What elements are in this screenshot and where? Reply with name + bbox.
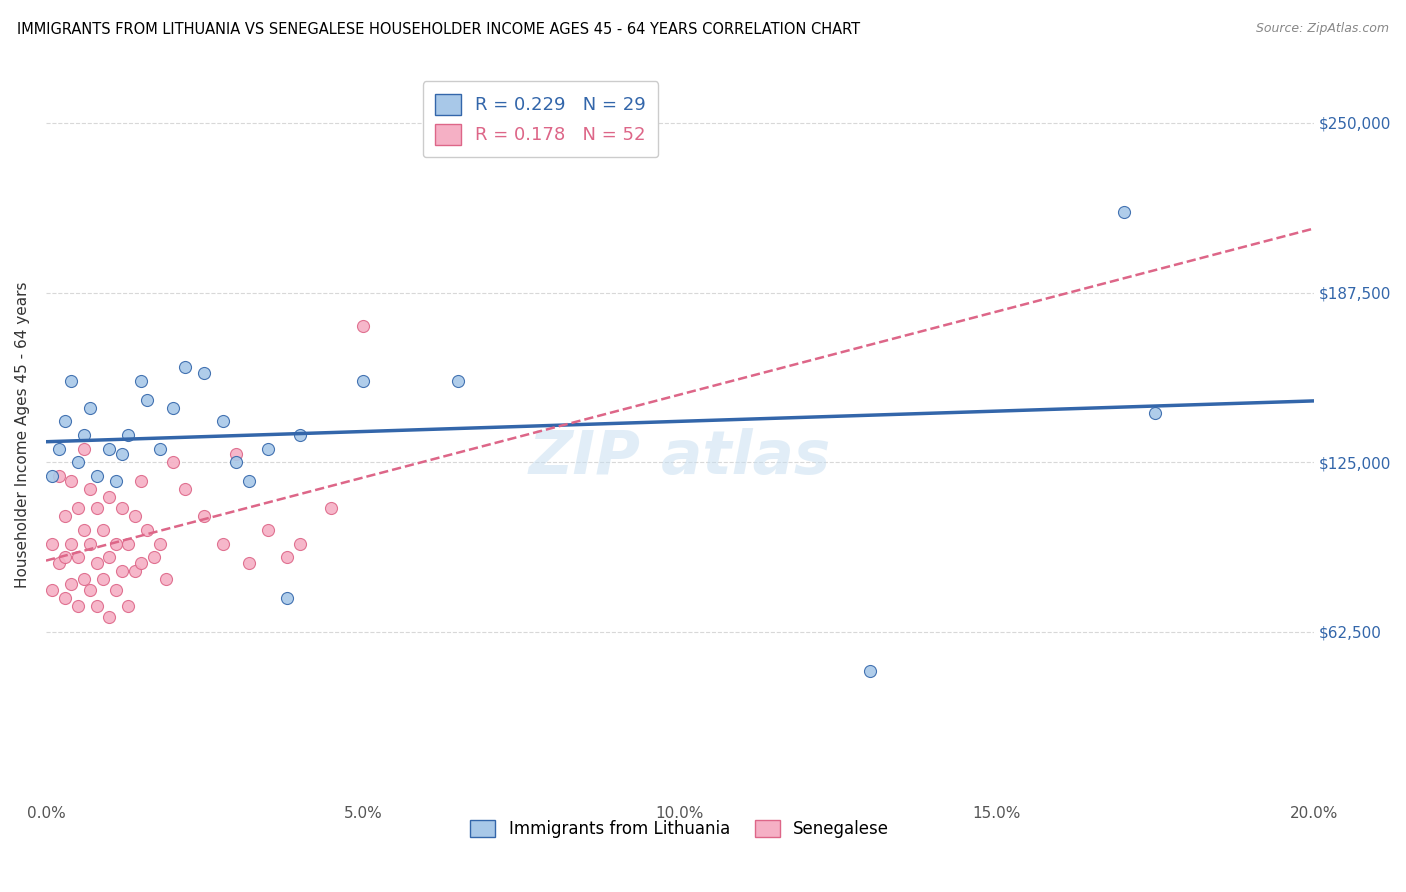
Point xyxy=(136,392,159,407)
Point xyxy=(1144,406,1167,420)
Point xyxy=(86,468,108,483)
Point xyxy=(66,599,89,613)
Point xyxy=(79,483,101,497)
Point xyxy=(53,415,76,429)
Point xyxy=(60,536,83,550)
Point xyxy=(129,556,152,570)
Point xyxy=(129,374,152,388)
Point xyxy=(53,550,76,565)
Point xyxy=(79,582,101,597)
Point xyxy=(256,442,278,456)
Point xyxy=(276,591,298,605)
Point xyxy=(174,360,197,375)
Point xyxy=(174,483,197,497)
Point xyxy=(98,442,121,456)
Point xyxy=(79,536,101,550)
Point xyxy=(212,415,235,429)
Point xyxy=(256,523,278,537)
Y-axis label: Householder Income Ages 45 - 64 years: Householder Income Ages 45 - 64 years xyxy=(15,282,30,589)
Point xyxy=(276,550,298,565)
Point xyxy=(111,564,134,578)
Point xyxy=(60,374,83,388)
Point xyxy=(193,366,215,380)
Point xyxy=(73,442,96,456)
Point xyxy=(212,536,235,550)
Text: Source: ZipAtlas.com: Source: ZipAtlas.com xyxy=(1256,22,1389,36)
Point xyxy=(73,428,96,442)
Point xyxy=(104,582,127,597)
Point xyxy=(288,536,311,550)
Point xyxy=(117,536,139,550)
Point xyxy=(288,428,311,442)
Text: ZIP atlas: ZIP atlas xyxy=(529,427,831,486)
Point xyxy=(86,556,108,570)
Point xyxy=(48,556,70,570)
Point xyxy=(321,501,343,516)
Point xyxy=(225,455,247,469)
Point xyxy=(111,447,134,461)
Point xyxy=(73,523,96,537)
Point xyxy=(48,468,70,483)
Point xyxy=(91,523,114,537)
Point xyxy=(86,599,108,613)
Point xyxy=(155,572,177,586)
Point xyxy=(53,509,76,524)
Point xyxy=(149,536,172,550)
Point xyxy=(162,401,184,415)
Point xyxy=(98,610,121,624)
Point xyxy=(104,536,127,550)
Point xyxy=(73,572,96,586)
Point xyxy=(142,550,165,565)
Point xyxy=(238,556,260,570)
Point xyxy=(104,474,127,488)
Point xyxy=(352,319,374,334)
Point xyxy=(41,468,63,483)
Point xyxy=(352,374,374,388)
Point xyxy=(66,550,89,565)
Point xyxy=(79,401,101,415)
Point xyxy=(66,455,89,469)
Point xyxy=(98,550,121,565)
Point xyxy=(136,523,159,537)
Point xyxy=(162,455,184,469)
Point xyxy=(1112,205,1135,219)
Point xyxy=(53,591,76,605)
Point xyxy=(117,428,139,442)
Point xyxy=(238,474,260,488)
Point xyxy=(98,491,121,505)
Point xyxy=(60,474,83,488)
Point xyxy=(86,501,108,516)
Point xyxy=(60,577,83,591)
Point xyxy=(225,447,247,461)
Text: IMMIGRANTS FROM LITHUANIA VS SENEGALESE HOUSEHOLDER INCOME AGES 45 - 64 YEARS CO: IMMIGRANTS FROM LITHUANIA VS SENEGALESE … xyxy=(17,22,860,37)
Point xyxy=(124,564,146,578)
Point xyxy=(129,474,152,488)
Legend: Immigrants from Lithuania, Senegalese: Immigrants from Lithuania, Senegalese xyxy=(464,813,896,845)
Point xyxy=(193,509,215,524)
Point xyxy=(111,501,134,516)
Point xyxy=(41,582,63,597)
Point xyxy=(447,374,470,388)
Point xyxy=(124,509,146,524)
Point xyxy=(149,442,172,456)
Point xyxy=(91,572,114,586)
Point xyxy=(859,665,882,679)
Point xyxy=(41,536,63,550)
Point xyxy=(66,501,89,516)
Point xyxy=(117,599,139,613)
Point xyxy=(48,442,70,456)
